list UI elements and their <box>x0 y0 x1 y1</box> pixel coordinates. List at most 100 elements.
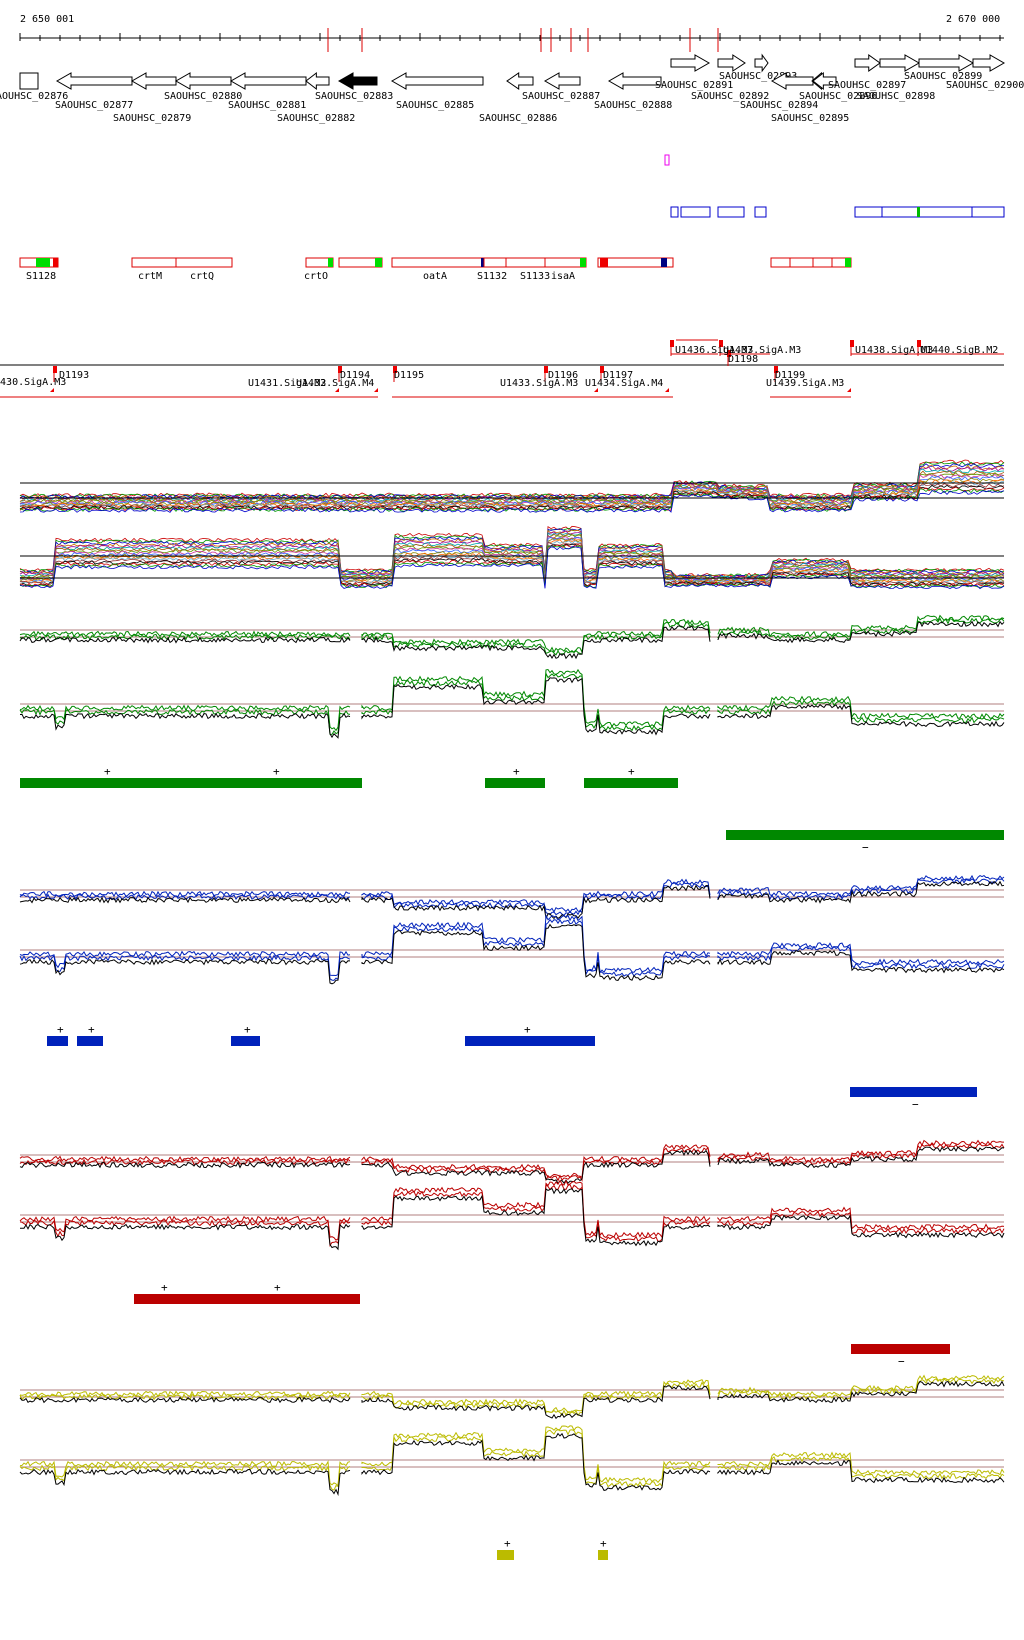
gene-label: SAOUHSC_02891 <box>655 80 733 91</box>
tu-start-marker <box>917 340 921 347</box>
track-signal-line <box>19 1139 1004 1179</box>
track-signal-line <box>19 620 1005 660</box>
srna-box <box>483 257 507 268</box>
tu-end <box>847 388 851 392</box>
plus-sign: + <box>273 765 280 778</box>
gene-label: SAOUHSC_02880 <box>164 91 242 102</box>
tu-start-marker <box>544 366 548 373</box>
srna-label: crtQ <box>190 271 214 282</box>
tu-start-marker <box>850 340 854 347</box>
gene-label: SAOUHSC_02897 <box>828 80 906 91</box>
tu-end <box>374 388 378 392</box>
gene-label: SAOUHSC_02899 <box>904 71 982 82</box>
srna-label: isaA <box>551 271 575 282</box>
tu-start-marker <box>338 366 342 373</box>
gene-arrow <box>229 72 307 90</box>
tu-label: U1436.SigA.M3 <box>675 345 753 356</box>
gene-arrow <box>55 72 133 90</box>
tu-label: U1434.SigA.M4 <box>585 378 663 389</box>
track-signal-line <box>19 1429 1005 1491</box>
track-signal-line <box>19 1374 1005 1414</box>
tu-label: U1432.SigA.M4 <box>296 378 374 389</box>
minus-strand-segment <box>851 1344 950 1354</box>
tu-end <box>665 388 669 392</box>
gene-label: SAOUHSC_02876 <box>0 91 68 102</box>
expression-profiles-track <box>19 459 1005 590</box>
plus-sign: + <box>513 765 520 778</box>
plus-strand-segment <box>598 1550 608 1560</box>
tu-start-marker <box>719 340 723 347</box>
srna-label: oatA <box>423 271 447 282</box>
gene-label: SAOUHSC_02879 <box>113 113 191 124</box>
srna-box <box>131 257 177 268</box>
tu-label: D1199 <box>775 370 805 381</box>
gene-label: SAOUHSC_02900 <box>946 80 1024 91</box>
condition-tracks: + + + + − + + + + − + + − + + <box>19 614 1005 1560</box>
plus-sign: + <box>57 1023 64 1036</box>
feature-box <box>971 206 1005 218</box>
expression-line <box>19 481 1005 509</box>
feature-box <box>854 206 883 218</box>
gene-label: SAOUHSC_02895 <box>771 113 849 124</box>
plus-strand-segment <box>20 778 362 788</box>
track-signal-line <box>19 1432 1005 1497</box>
expression-line <box>19 468 1005 502</box>
tu-label: D1195 <box>394 370 424 381</box>
expression-line <box>19 527 1005 578</box>
tu-label: U1437.SigA.M3 <box>723 345 801 356</box>
gene-label: SAOUHSC_02881 <box>228 100 306 111</box>
gene-arrow <box>19 72 39 90</box>
tu-end <box>50 388 54 392</box>
expression-line <box>19 525 1005 578</box>
plus-strand-segment <box>465 1036 595 1046</box>
track-signal-line <box>19 671 1005 735</box>
minus-sign: − <box>898 1355 905 1368</box>
track-signal-line <box>19 668 1005 732</box>
gene-arrow <box>854 54 881 72</box>
plus-sign: + <box>88 1023 95 1036</box>
gene-arrow <box>506 72 534 90</box>
tu-label: U1439.SigA.M3 <box>766 378 844 389</box>
tu-label: U1430.SigA.M3 <box>0 377 66 388</box>
expression-line <box>20 541 1005 586</box>
gene-label: SAOUHSC_02892 <box>691 91 769 102</box>
srna-box <box>505 257 546 268</box>
srna-box <box>391 257 485 268</box>
tu-label: U1431.SigA.M3 <box>248 378 326 389</box>
srna-label: crtM <box>138 271 162 282</box>
srna-track: S1128 crtM crtQ crtO oatA S1132 S1133 isaA <box>19 257 852 282</box>
tu-end <box>335 388 339 392</box>
track-signal-line <box>19 617 1005 656</box>
plus-strand-segment <box>485 778 545 788</box>
tu-start-marker <box>774 366 778 373</box>
plus-sign: + <box>628 765 635 778</box>
feature-track <box>664 154 1005 218</box>
plus-strand-segment <box>134 1294 360 1304</box>
minus-sign: − <box>912 1098 919 1111</box>
srna-fill <box>845 258 851 267</box>
minus-strand-segment <box>726 830 1004 840</box>
tu-label: U1440.SigB.M2 <box>920 345 998 356</box>
srna-fill <box>375 258 382 267</box>
track-signal-line <box>19 913 1005 977</box>
gene-arrow <box>717 54 746 72</box>
gene-arrow <box>305 71 330 91</box>
expression-line <box>19 540 1005 585</box>
track-signal-line <box>19 1179 1005 1241</box>
gene-arrow <box>972 54 1006 72</box>
gene-label: SAOUHSC_02898 <box>857 91 935 102</box>
track-signal-line <box>19 1378 1005 1417</box>
gene-label: SAOUHSC_02883 <box>315 91 393 102</box>
tu-label: D1196 <box>548 370 578 381</box>
track-signal-line <box>19 923 1005 985</box>
srna-fill <box>36 258 50 267</box>
tu-label: D1197 <box>603 370 633 381</box>
srna-fill <box>53 258 58 267</box>
ruler-end-label: 2 670 000 <box>946 14 1000 25</box>
tu-label: U1433.SigA.M3 <box>500 378 578 389</box>
feature-box <box>670 206 679 218</box>
tu-label: D1193 <box>59 370 89 381</box>
plus-sign: + <box>161 1281 168 1294</box>
gene-label: SAOUHSC_02887 <box>522 91 600 102</box>
